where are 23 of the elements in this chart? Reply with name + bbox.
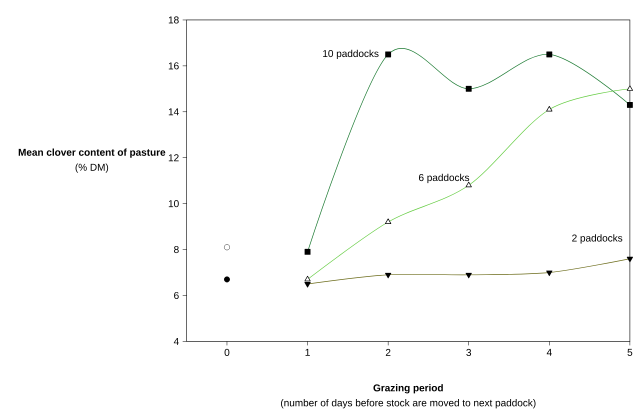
text: (% DM) [76,163,108,173]
x-axis-title: Grazing period [373,384,443,394]
x-tick-label: 1 [306,348,310,356]
x-tick-label: 4 [546,348,552,356]
x-tick-label: 2 [386,348,390,356]
y-tick-label: 10 [168,200,179,208]
point [224,276,230,282]
series-label: 6 paddocks [418,174,470,183]
y-tick-label: 6 [174,292,179,299]
y-tick-label: 12 [168,154,179,162]
x-tick-label: 5 [628,348,632,356]
y-axis-title: Mean clover content of pasture [18,148,166,158]
series-label: 2 paddocks [572,234,622,244]
series-label: 10 paddocks [323,50,379,59]
y-tick-label: 14 [168,108,179,116]
y-tick-label: 18 [168,16,179,24]
x-tick-label: 3 [466,348,472,356]
y-tick-label: 16 [168,62,179,70]
y-tick-label: 4 [174,338,179,345]
point [224,244,230,250]
x-tick-label: 0 [224,348,230,356]
text: (number of days before stock are moved to next paddock) [281,398,536,408]
y-tick-label: 8 [174,246,179,253]
